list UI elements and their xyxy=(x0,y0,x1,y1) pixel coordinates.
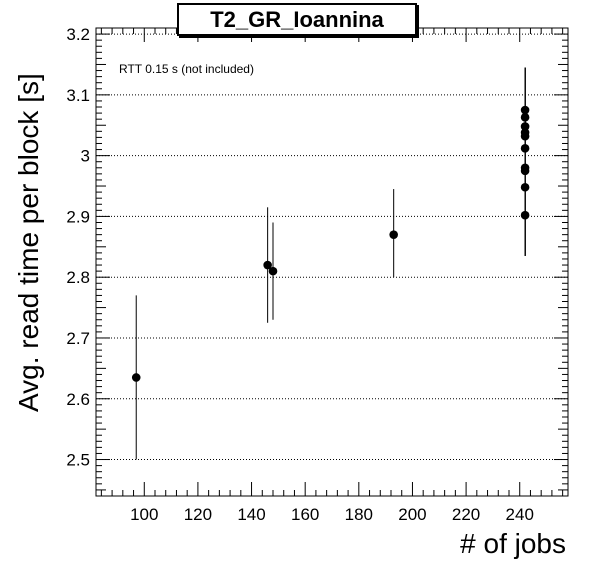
x-tick-label: 160 xyxy=(291,505,319,524)
x-axis-label: # of jobs xyxy=(460,528,566,559)
data-point xyxy=(520,105,530,115)
data-point xyxy=(520,166,530,176)
y-tick-label: 3.1 xyxy=(66,86,90,105)
data-point xyxy=(263,260,272,270)
data-point xyxy=(520,182,530,192)
data-point xyxy=(131,373,141,382)
data-point xyxy=(520,210,530,220)
x-tick-label: 120 xyxy=(184,505,212,524)
x-tick-label: 220 xyxy=(452,505,480,524)
x-tick-label: 240 xyxy=(506,505,534,524)
x-tick-label: 200 xyxy=(398,505,426,524)
y-axis-label: Avg. read time per block [s] xyxy=(13,73,44,412)
data-point xyxy=(520,122,530,131)
data-point xyxy=(520,113,530,122)
y-tick-label: 3 xyxy=(81,147,90,166)
x-tick-label: 100 xyxy=(130,505,158,524)
data-point xyxy=(520,144,530,153)
y-tick-label: 2.6 xyxy=(66,390,90,409)
y-tick-label: 2.7 xyxy=(66,329,90,348)
y-tick-label: 2.9 xyxy=(66,207,90,226)
data-point xyxy=(268,266,278,276)
chart-title: T2_GR_Ioannina xyxy=(177,3,417,36)
y-tick-label: 3.2 xyxy=(66,25,90,44)
x-tick-label: 180 xyxy=(345,505,373,524)
rtt-annotation: RTT 0.15 s (not included) xyxy=(119,62,254,76)
data-point xyxy=(389,230,398,239)
data-point xyxy=(520,131,530,141)
y-tick-label: 2.5 xyxy=(66,451,90,470)
x-tick-label: 140 xyxy=(237,505,265,524)
y-tick-label: 2.8 xyxy=(66,268,90,287)
plot-frame xyxy=(95,27,569,497)
